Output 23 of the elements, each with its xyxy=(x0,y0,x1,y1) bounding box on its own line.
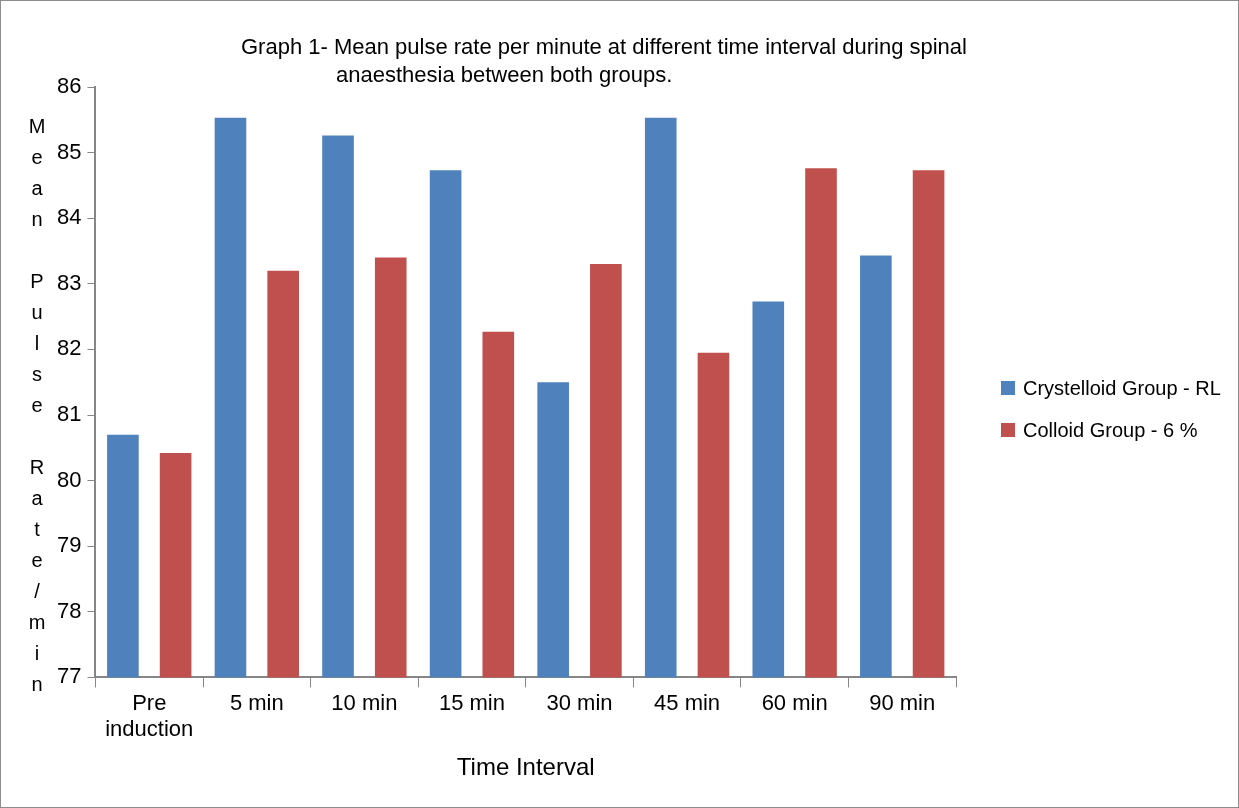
y-tick-label: 86 xyxy=(56,73,82,99)
x-axis-title: Time Interval xyxy=(456,753,595,781)
y-tick-label: 84 xyxy=(56,204,82,230)
x-tick-label: 45 min xyxy=(654,689,721,715)
y-tick-label: 83 xyxy=(56,269,82,295)
chart-title: Graph 1- Mean pulse rate per minute at different time interval during spinal anaesthesia between both groups. xyxy=(241,33,968,89)
text: Mean Pulse Rate/min xyxy=(28,114,46,696)
x-tick-label: 10 min xyxy=(331,689,398,715)
x-tick-label: 90 min xyxy=(869,689,936,715)
x-tick-label: Pre induction xyxy=(105,689,194,742)
x-tick-label: 30 min xyxy=(546,689,613,715)
y-tick-label: 79 xyxy=(56,532,82,558)
legend-label: Colloid Group - 6 % xyxy=(1023,419,1198,441)
y-tick-label: 81 xyxy=(56,401,82,427)
x-tick-label: 60 min xyxy=(761,689,828,715)
x-tick-label: 5 min xyxy=(229,689,284,715)
x-tick-label: 15 min xyxy=(438,689,505,715)
y-tick-label: 82 xyxy=(56,335,82,361)
y-tick-label: 78 xyxy=(56,597,82,623)
legend-label: Crystelloid Group - RL xyxy=(1023,377,1221,399)
y-tick-label: 85 xyxy=(56,138,82,164)
y-tick-label: 77 xyxy=(56,663,82,689)
y-tick-label: 80 xyxy=(56,466,82,492)
